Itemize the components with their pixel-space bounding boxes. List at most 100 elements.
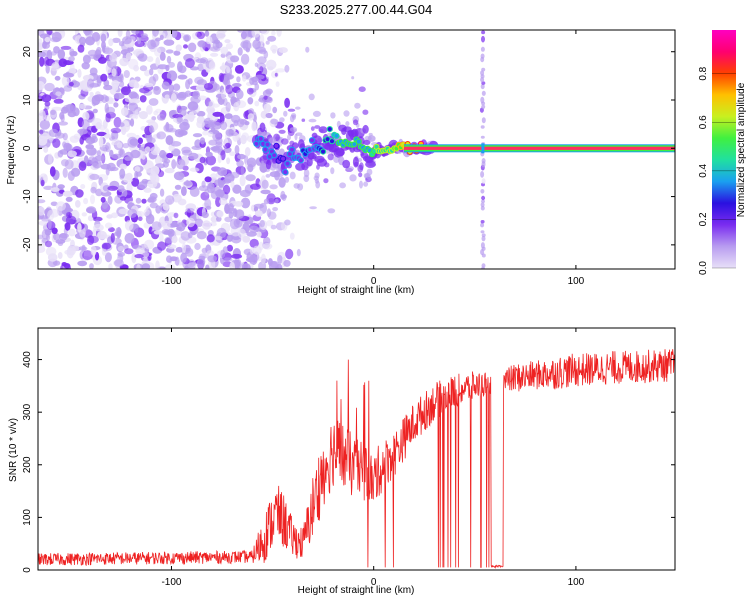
spectrogram-noise-cell — [230, 180, 235, 189]
spectrogram-noise-cell — [219, 197, 228, 206]
spectrogram-noise-cell — [137, 53, 148, 62]
spectrogram-noise-cell — [205, 155, 217, 166]
spectrogram-noise-cell — [234, 209, 245, 219]
spectrogram-noise-cell — [197, 40, 206, 48]
spectrogram-noise-cell — [289, 232, 295, 240]
spectrogram-noise-cell — [263, 103, 272, 113]
spectrogram-noise-cell — [149, 202, 158, 209]
spectrogram-noise-cell — [41, 94, 52, 103]
spectrogram-streak-cell — [481, 199, 485, 204]
spectrogram-streak-cell — [480, 230, 485, 234]
spectrogram-noise-cell — [157, 241, 167, 251]
spectrogram-ridge-halo — [306, 157, 313, 167]
spectrogram-noise-cell — [242, 40, 252, 51]
spectrogram-noise-cell — [105, 167, 110, 176]
spectrogram-noise-cell — [208, 60, 216, 70]
spectrogram-noise-cell — [43, 146, 49, 153]
spectrogram-streak-cell — [481, 30, 486, 35]
spectrogram-scatter-cell — [357, 157, 363, 162]
spectrogram-noise-cell — [181, 186, 187, 197]
spectrogram-noise-cell — [162, 161, 169, 168]
spectrogram-scatter-cell — [349, 174, 357, 182]
spectrogram-noise-cell — [113, 102, 119, 108]
spectrogram-noise-cell — [182, 118, 189, 126]
spectrogram-noise-cell — [109, 52, 118, 62]
spectrogram-noise-cell — [217, 189, 224, 197]
spectrogram-noise-cell — [117, 251, 125, 257]
spectrogram-streak-cell — [480, 135, 485, 139]
spectrogram-noise-cell — [60, 114, 65, 123]
spectrogram-noise-cell — [184, 58, 195, 69]
spectrogram-noise-cell — [134, 166, 141, 173]
spectrogram-noise-cell — [236, 160, 244, 167]
spectrogram-ridge-halo — [312, 135, 323, 146]
snr-frame — [37, 327, 676, 571]
spectrogram-noise-cell — [60, 45, 72, 50]
spectrogram-noise-cell — [205, 264, 210, 269]
spectrogram-noise-cell — [152, 30, 159, 37]
spectrogram-ridge-halo — [265, 159, 272, 170]
spectrogram-noise-cell — [201, 211, 209, 219]
spectrogram-noise-cell — [129, 138, 139, 146]
spectrogram-streak-cell — [480, 171, 485, 178]
spectrogram-noise-cell — [163, 39, 175, 46]
snr-x-tick-label: 0 — [371, 577, 377, 588]
spectrogram-y-tick-label: 10 — [22, 94, 33, 106]
spectrogram-noise-cell — [225, 101, 231, 112]
spectrogram-noise-cell — [91, 133, 97, 140]
spectrogram-noise-cell — [127, 208, 138, 218]
spectrogram-ridge-halo — [342, 159, 351, 169]
spectrogram-noise-cell — [77, 68, 82, 78]
spectrogram-noise-cell — [224, 202, 231, 213]
spectrogram-ridge-cell — [326, 126, 333, 133]
snr-y-axis: 0 100 200 300 400 — [22, 351, 675, 573]
spectrogram-noise-cell — [205, 36, 213, 45]
spectrogram-noise-cell — [159, 233, 164, 243]
spectrogram-noise-cell — [77, 222, 82, 233]
colorbar-label: Normalized spectral amplitude — [736, 82, 747, 217]
snr-y-tick-label: 0 — [22, 567, 33, 573]
spectrogram-noise-cell — [164, 264, 176, 269]
spectrogram-streak-cell — [480, 96, 485, 104]
snr-x-label: Height of straight line (km) — [298, 585, 415, 596]
spectrogram-noise-cell — [242, 235, 251, 243]
spectrogram-noise-cell — [168, 144, 175, 152]
spectrogram-noise-cell — [222, 184, 231, 195]
spectrogram-noise-cell — [108, 263, 113, 269]
spectrogram-scatter-cell — [345, 121, 350, 127]
spectrogram-noise-cell — [67, 150, 77, 158]
spectrogram-noise-cell — [181, 242, 187, 254]
spectrogram-noise-cell — [85, 144, 94, 150]
spectrogram-noise-cell — [185, 79, 191, 90]
spectrogram-noise-cell — [203, 83, 214, 90]
spectrogram-noise-cell — [141, 198, 147, 204]
spectrogram-noise-cell — [196, 110, 206, 117]
spectrogram-noise-cell — [146, 56, 154, 63]
spectrogram-noise-cell — [65, 143, 73, 152]
spectrogram-noise-cell — [127, 58, 139, 70]
spectrogram-ridge-halo — [268, 137, 276, 144]
spectrogram-scatter-cell — [366, 168, 373, 176]
spectrogram-noise-cell — [169, 256, 178, 262]
spectrogram-noise-cell — [145, 213, 155, 225]
spectrogram-noise-cell — [128, 91, 138, 99]
spectrogram-noise-cell — [134, 254, 144, 259]
spectrogram-noise-cell — [122, 143, 130, 149]
spectrogram-noise-cell — [207, 131, 214, 138]
spectrogram-vertical-streak — [479, 30, 486, 269]
spectrogram-ridge-halo — [365, 160, 376, 168]
spectrogram-scatter-cell — [359, 162, 364, 171]
spectrogram-noise-cell — [171, 92, 177, 103]
spectrogram-noise-cell — [182, 34, 192, 42]
spectrogram-streak-cell — [481, 178, 486, 185]
spectrogram-scatter-cell — [293, 183, 300, 189]
spectrogram-noise-cell — [59, 233, 69, 239]
spectrogram-noise-cell — [89, 173, 100, 180]
spectrogram-scatter-cell — [343, 110, 350, 117]
spectrogram-noise-cell — [225, 43, 233, 50]
spectrogram-noise-cell — [148, 98, 159, 106]
spectrogram-noise-cell — [61, 75, 70, 87]
spectrogram-noise-cell — [225, 129, 235, 137]
spectrogram-noise-cell — [101, 242, 112, 250]
